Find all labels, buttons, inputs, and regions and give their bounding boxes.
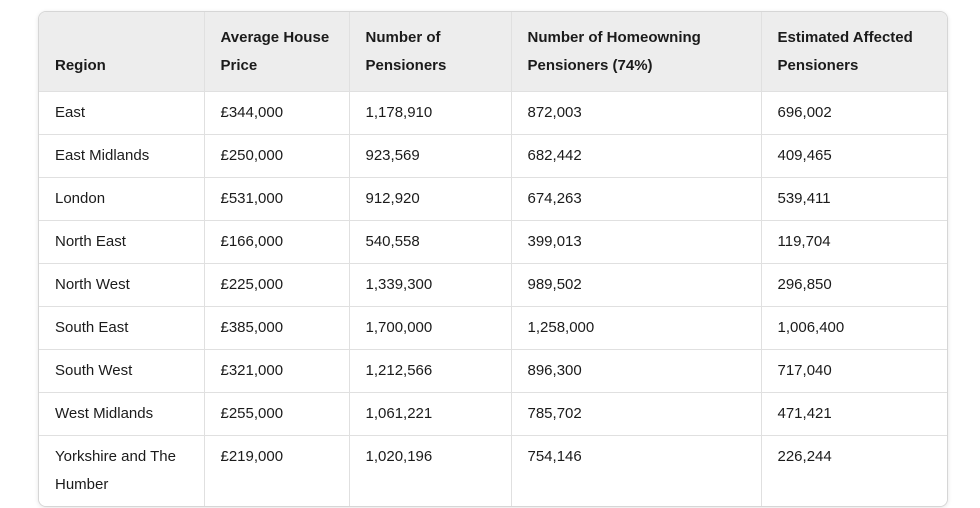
cell-average-house-price: £255,000	[203, 392, 349, 436]
table-row: Yorkshire and The Humber £219,000 1,020,…	[39, 435, 947, 506]
cell-estimated-affected: 119,704	[760, 220, 947, 264]
cell-estimated-affected: 409,465	[760, 134, 947, 178]
table-row: West Midlands £255,000 1,061,221 785,702…	[39, 392, 947, 436]
cell-estimated-affected: 1,006,400	[760, 306, 947, 350]
cell-homeowning-pensioners: 399,013	[510, 220, 761, 264]
cell-homeowning-pensioners: 754,146	[510, 435, 761, 506]
cell-number-of-pensioners: 1,339,300	[348, 263, 511, 307]
column-header-number-of-pensioners: Number of Pensioners	[348, 12, 511, 92]
cell-estimated-affected: 296,850	[760, 263, 947, 307]
cell-average-house-price: £531,000	[203, 177, 349, 221]
cell-region: North West	[39, 263, 204, 307]
table-row: South East £385,000 1,700,000 1,258,000 …	[39, 306, 947, 350]
cell-average-house-price: £250,000	[203, 134, 349, 178]
cell-homeowning-pensioners: 896,300	[510, 349, 761, 393]
cell-number-of-pensioners: 1,700,000	[348, 306, 511, 350]
cell-number-of-pensioners: 1,020,196	[348, 435, 511, 506]
cell-estimated-affected: 696,002	[760, 91, 947, 135]
cell-region: East Midlands	[39, 134, 204, 178]
column-header-estimated-affected: Estimated Affected Pensioners	[760, 12, 947, 92]
cell-number-of-pensioners: 923,569	[348, 134, 511, 178]
cell-homeowning-pensioners: 989,502	[510, 263, 761, 307]
pensioners-table-card: Region Average House Price Number of Pen…	[38, 11, 948, 507]
table-row: North West £225,000 1,339,300 989,502 29…	[39, 263, 947, 307]
cell-average-house-price: £166,000	[203, 220, 349, 264]
header-row: Region Average House Price Number of Pen…	[39, 12, 947, 92]
table-row: East £344,000 1,178,910 872,003 696,002	[39, 91, 947, 135]
cell-homeowning-pensioners: 1,258,000	[510, 306, 761, 350]
column-header-homeowning-pensioners: Number of Homeowning Pensioners (74%)	[510, 12, 761, 92]
cell-number-of-pensioners: 1,061,221	[348, 392, 511, 436]
cell-region: North East	[39, 220, 204, 264]
cell-average-house-price: £225,000	[203, 263, 349, 307]
table-row: North East £166,000 540,558 399,013 119,…	[39, 220, 947, 264]
table-row: East Midlands £250,000 923,569 682,442 4…	[39, 134, 947, 178]
cell-number-of-pensioners: 1,178,910	[348, 91, 511, 135]
cell-average-house-price: £385,000	[203, 306, 349, 350]
cell-number-of-pensioners: 912,920	[348, 177, 511, 221]
cell-homeowning-pensioners: 674,263	[510, 177, 761, 221]
cell-average-house-price: £321,000	[203, 349, 349, 393]
column-header-average-house-price: Average House Price	[203, 12, 349, 92]
pensioners-table: Region Average House Price Number of Pen…	[39, 12, 947, 506]
cell-average-house-price: £344,000	[203, 91, 349, 135]
cell-number-of-pensioners: 1,212,566	[348, 349, 511, 393]
cell-homeowning-pensioners: 682,442	[510, 134, 761, 178]
cell-region: South East	[39, 306, 204, 350]
cell-homeowning-pensioners: 785,702	[510, 392, 761, 436]
cell-region: Yorkshire and The Humber	[39, 435, 204, 506]
cell-number-of-pensioners: 540,558	[348, 220, 511, 264]
table-body: East £344,000 1,178,910 872,003 696,002 …	[39, 91, 947, 506]
cell-estimated-affected: 539,411	[760, 177, 947, 221]
table-row: South West £321,000 1,212,566 896,300 71…	[39, 349, 947, 393]
cell-region: East	[39, 91, 204, 135]
column-header-region: Region	[39, 12, 204, 92]
cell-region: London	[39, 177, 204, 221]
table-row: London £531,000 912,920 674,263 539,411	[39, 177, 947, 221]
cell-estimated-affected: 226,244	[760, 435, 947, 506]
cell-average-house-price: £219,000	[203, 435, 349, 506]
cell-region: South West	[39, 349, 204, 393]
table-header: Region Average House Price Number of Pen…	[39, 12, 947, 92]
cell-estimated-affected: 471,421	[760, 392, 947, 436]
cell-estimated-affected: 717,040	[760, 349, 947, 393]
cell-homeowning-pensioners: 872,003	[510, 91, 761, 135]
cell-region: West Midlands	[39, 392, 204, 436]
